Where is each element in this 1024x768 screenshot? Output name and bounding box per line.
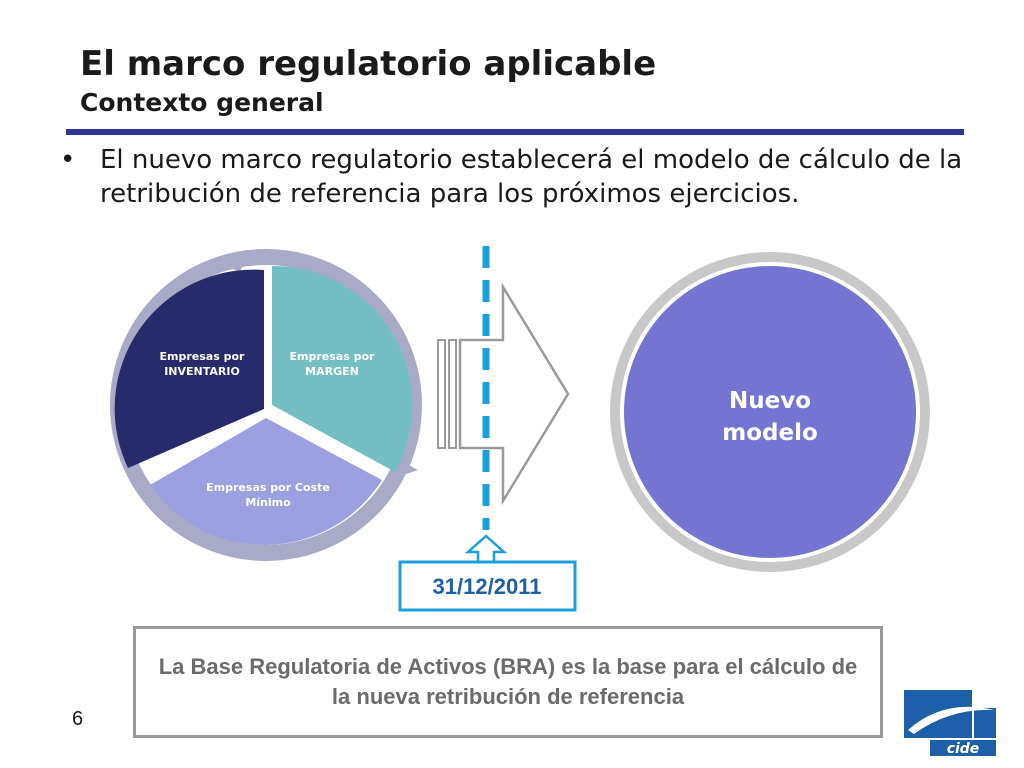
segment-coste-label-2: Mínimo <box>245 496 291 509</box>
bra-callout-text: La Base Regulatoria de Activos (BRA) es … <box>158 654 858 709</box>
page-number: 6 <box>72 708 84 730</box>
cide-logo-text: cide <box>947 741 980 756</box>
segment-margen-label-2: MARGEN <box>305 365 359 378</box>
slide-subtitle: Contexto general <box>80 88 324 117</box>
segment-inventario-label-2: INVENTARIO <box>164 365 240 378</box>
bra-callout: La Base Regulatoria de Activos (BRA) es … <box>133 626 883 738</box>
segment-coste-label-1: Empresas por Coste <box>206 481 330 494</box>
segment-coste-minimo <box>150 418 382 545</box>
transition-arrow-icon <box>437 282 570 506</box>
timeline-pointer-icon <box>464 534 508 564</box>
cide-logo: cide <box>904 690 996 756</box>
cycle-arrow-top-icon <box>215 250 248 272</box>
new-model-label-2: modelo <box>722 420 818 446</box>
segment-margen <box>272 265 413 472</box>
date-label: 31/12/2011 <box>433 574 542 599</box>
slide-title: El marco regulatorio aplicable <box>80 44 657 84</box>
segment-inventario-label-1: Empresas por <box>160 350 246 363</box>
new-model-circle <box>624 266 916 558</box>
bullet-dot-icon: • <box>60 145 76 175</box>
title-divider <box>66 129 964 135</box>
date-box <box>398 560 577 612</box>
bullet-text: El nuevo marco regulatorio establecerá e… <box>100 145 963 209</box>
segment-inventario <box>114 269 264 468</box>
segment-margen-label-1: Empresas por <box>290 350 376 363</box>
new-model-label-1: Nuevo <box>729 388 811 414</box>
